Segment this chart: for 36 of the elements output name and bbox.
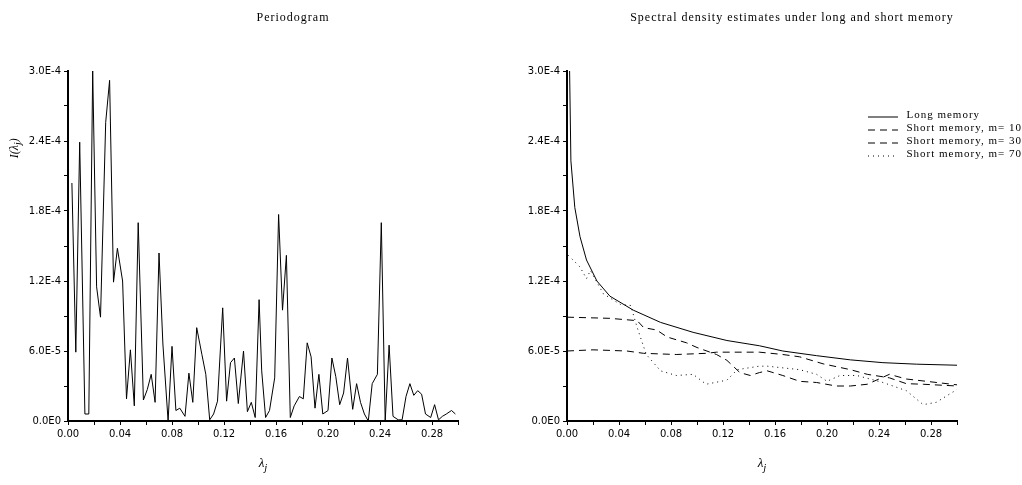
x-axis-title: λ$_{j}$: [756, 455, 768, 473]
y-tick-label: 1.8E-4: [28, 204, 61, 216]
x-tick-label: 0.12: [711, 427, 735, 439]
x-tick-label: 0.08: [160, 427, 184, 439]
y-tick-label: 3.0E-4: [527, 64, 560, 76]
x-tick-label: 0.24: [867, 427, 891, 439]
y-tick-label: 2.4E-4: [28, 134, 61, 146]
x-tick-label: 0.20: [316, 427, 340, 439]
legend-label: Short memory, m= 30: [906, 133, 1022, 146]
y-tick-label: 1.8E-4: [527, 204, 560, 216]
y-tick-label: 1.2E-4: [28, 274, 61, 286]
chart-title: Periodogram: [255, 10, 331, 25]
x-tick-label: 0.24: [368, 427, 392, 439]
legend-label: Short memory, m= 10: [906, 120, 1022, 133]
x-tick-label: 0.28: [919, 427, 943, 439]
y-tick-label: 2.4E-4: [527, 134, 560, 146]
x-axis-title: λ$_{j}$: [257, 455, 269, 473]
x-tick-label: 0.20: [815, 427, 839, 439]
x-tick-label: 0.00: [555, 427, 579, 439]
x-tick-label: 0.00: [56, 427, 80, 439]
x-tick-label: 0.04: [108, 427, 132, 439]
y-tick-label: 6.0E-5: [527, 344, 560, 356]
y-tick-label: 1.2E-4: [527, 274, 560, 286]
x-tick-label: 0.28: [420, 427, 444, 439]
x-tick-label: 0.12: [212, 427, 236, 439]
x-tick-label: 0.08: [659, 427, 683, 439]
x-tick-label: 0.16: [264, 427, 288, 439]
y-tick-label: 0.0E0: [32, 414, 61, 426]
chart-title: Spectral density estimates under long and short memory: [629, 10, 955, 25]
y-tick-label: 0.0E0: [531, 414, 560, 426]
y-tick-label: 3.0E-4: [28, 64, 61, 76]
x-tick-label: 0.04: [607, 427, 631, 439]
x-tick-label: 0.16: [763, 427, 787, 439]
legend-label: Long memory: [906, 107, 981, 120]
y-tick-label: 6.0E-5: [28, 344, 61, 356]
legend-label: Short memory, m= 70: [906, 146, 1022, 159]
